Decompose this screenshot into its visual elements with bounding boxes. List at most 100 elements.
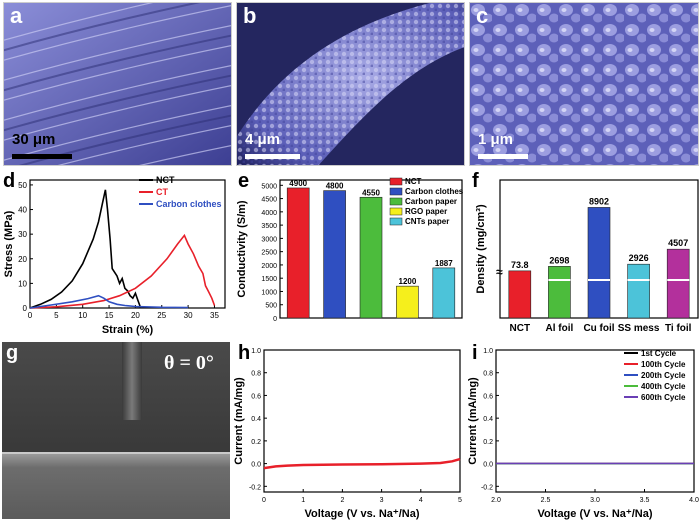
x-tick-label: 20 (131, 311, 140, 320)
legend-swatch (389, 197, 403, 206)
plot-frame (263, 349, 461, 493)
x-tick-label: 4.0 (689, 497, 699, 504)
x-category-label: NCT (510, 323, 531, 334)
y-tick-label: -0.2 (481, 484, 493, 491)
legend-label: Carbon clothes (405, 187, 464, 196)
x-axis-label: Voltage (V vs. Na⁺/Na) (537, 508, 652, 520)
x-tick-label: 3 (380, 497, 384, 504)
legend-label: 600th Cycle (641, 393, 686, 402)
panel-letter-b: b (243, 3, 257, 28)
scale-bar-c (478, 154, 528, 159)
x-tick-label: 25 (157, 311, 166, 320)
legend-label: NCT (405, 177, 422, 186)
x-tick-label: 0 (28, 311, 33, 320)
x-tick-label: 0 (262, 497, 266, 504)
series-line-nct (29, 189, 142, 309)
cv-chart-h: 0 1 2 3 4 5 -0.2 0.0 0.2 0.4 0.6 0.8 1.0 Voltage (V v… (233, 348, 462, 520)
y-tick-label: 0.4 (483, 416, 493, 423)
bar-value-label: 4800 (326, 182, 344, 191)
panel-letter-h: h (238, 342, 251, 364)
legend-label: CT (156, 187, 168, 197)
legend-swatch (389, 177, 403, 186)
legend-label: 400th Cycle (641, 382, 686, 391)
y-tick-label: 500 (265, 303, 277, 310)
legend-label: Carbon paper (405, 197, 457, 206)
panel-i: i 2.0 2.5 3.0 3.5 4.0 -0.2 0.0 0.2 0.4 0.6 0.8 1.0 V… (467, 342, 700, 523)
sem-fiber-closeup-b (237, 3, 464, 165)
legend-label: 100th Cycle (641, 360, 686, 369)
bar-value-label: 4900 (289, 179, 307, 188)
y-tick-label: 10 (18, 279, 27, 288)
x-tick-label: 4 (419, 497, 423, 504)
bar-ss-mess (627, 263, 650, 319)
y-axis-label: Stress (MPa) (3, 210, 15, 277)
y-tick-label: -0.2 (249, 484, 261, 491)
y-axis-label: Current (mA/mg) (468, 377, 479, 465)
panel-g: g θ = 0° (0, 342, 232, 523)
conductivity-chart: 0 500 1000 1500 2000 2500 3000 3500 4000 4500 5000… (236, 177, 464, 323)
y-tick-label: 0.0 (483, 462, 493, 469)
substrate-surface (2, 452, 230, 519)
bar-value-label: 2698 (549, 255, 569, 265)
panel-letter-i: i (472, 342, 478, 364)
legend-label: Carbon clothes (156, 199, 222, 209)
bar-value-label: 2926 (629, 253, 649, 263)
bar-value-label: 73.8 (511, 260, 529, 270)
y-axis-label: Conductivity (S/m) (236, 200, 248, 298)
sem-particles-c (470, 3, 698, 165)
y-tick-label: 1000 (261, 289, 277, 296)
bar-value-label: 4507 (668, 238, 688, 248)
y-tick-label: 1500 (261, 276, 277, 283)
bar-value-label: 1887 (435, 259, 453, 268)
x-category-label: Ti foil (665, 323, 692, 334)
sem-image-b: b 4 μm (236, 2, 465, 166)
y-tick-label: 20 (18, 255, 27, 264)
y-tick-label: 50 (18, 181, 27, 190)
sem-image-a: a 30 μm (3, 2, 232, 166)
panel-f: f Density (mg/cm³) ≈73.8 NCT 2698 Al foil 890… (468, 168, 700, 338)
y-axis-label: Density (mg/cm³) (475, 204, 487, 294)
x-tick-label: 3.0 (590, 497, 600, 504)
axis-break-mark: ≈ (496, 265, 503, 279)
x-tick-label: 2.0 (491, 497, 501, 504)
y-tick-label: 3500 (261, 223, 277, 230)
y-tick-label: 0.4 (251, 416, 261, 423)
panel-d: d 0 5 10 15 20 25 30 35 0 10 20 30 40 50 Strain (%) Str… (0, 168, 232, 338)
plot-frame (29, 179, 226, 309)
x-tick-label: 5 (458, 497, 462, 504)
x-tick-label: 1 (301, 497, 305, 504)
panel-e: e 0 500 1000 1500 2000 2500 3000 3500 4000 4500 50… (232, 168, 468, 338)
legend-label: RGO paper (405, 207, 447, 216)
panel-letter-f: f (472, 170, 479, 192)
x-axis-label: Voltage (V vs. Na⁺/Na) (304, 508, 419, 520)
density-chart: Density (mg/cm³) ≈73.8 NCT 2698 Al foil 8902 C… (475, 179, 699, 334)
stress-strain-chart: 0 5 10 15 20 25 30 35 0 10 20 30 40 50 Strain (%) Stres… (3, 175, 226, 336)
series-line-carbon-clothes (29, 294, 189, 309)
series-line-ct (29, 233, 216, 309)
sem-image-c: c 1 μm (469, 2, 699, 166)
x-category-label: Al foil (546, 323, 574, 334)
panel-letter-g: g (6, 342, 19, 364)
scale-bar-label-c: 1 μm (478, 131, 514, 148)
y-tick-label: 0.8 (483, 371, 493, 378)
bar-carbon-paper (359, 196, 383, 319)
bar-rgo-paper (396, 285, 419, 319)
legend-swatch (389, 207, 403, 216)
legend-label: 200th Cycle (641, 371, 686, 380)
scale-bar-b (245, 154, 300, 159)
needle (122, 342, 142, 420)
legend-label: CNTs paper (405, 217, 449, 226)
x-tick-label: 2.5 (541, 497, 551, 504)
bar-nct (508, 270, 532, 319)
y-tick-label: 4500 (261, 197, 277, 204)
x-category-label: Cu foil (583, 323, 614, 334)
contact-angle-label: θ = 0° (164, 352, 214, 374)
bar-value-label: 1200 (399, 277, 417, 286)
scale-bar-label-a: 30 μm (12, 131, 56, 148)
y-tick-label: 40 (18, 206, 27, 215)
y-tick-label: 0 (23, 304, 28, 313)
panel-letter-c: c (476, 3, 489, 28)
contact-angle-photo: g θ = 0° (2, 342, 230, 519)
y-tick-label: 2500 (261, 250, 277, 257)
cv-chart-i: 2.0 2.5 3.0 3.5 4.0 -0.2 0.0 0.2 0.4 0.6 0.8 1.0 Vol… (467, 348, 699, 520)
